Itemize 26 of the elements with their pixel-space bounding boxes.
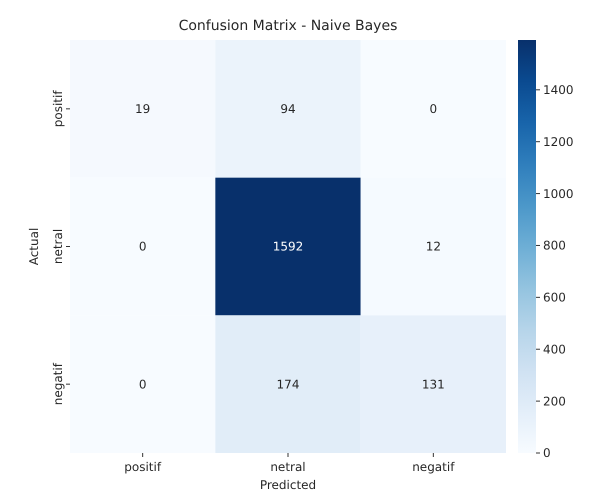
x-axis-title: Predicted xyxy=(260,478,316,492)
y-tick-label: positif xyxy=(51,90,65,128)
y-tick-label: netral xyxy=(51,228,65,264)
data-label: 0 xyxy=(138,377,146,392)
y-tick-label: negatif xyxy=(51,362,65,406)
color-bar-label: 400 xyxy=(543,342,566,356)
color-bar-label: 800 xyxy=(543,238,566,253)
data-label: 94 xyxy=(280,102,296,116)
data-label: 174 xyxy=(276,377,300,392)
x-tick-label: netral xyxy=(270,460,306,474)
data-label: 131 xyxy=(422,377,445,392)
chart-title: Confusion Matrix - Naive Bayes xyxy=(178,18,398,34)
data-label: 12 xyxy=(426,240,441,254)
color-bar-label: 200 xyxy=(543,394,566,408)
data-label: 0 xyxy=(138,240,146,254)
color-bar-label: 1400 xyxy=(543,83,574,98)
color-bar-label: 600 xyxy=(543,290,566,305)
data-label: 1592 xyxy=(272,240,304,254)
y-axis-title: Actual xyxy=(27,228,41,266)
color-bar-label: 1000 xyxy=(543,186,574,201)
data-label: 19 xyxy=(135,102,150,116)
x-tick-label: positif xyxy=(124,460,162,474)
x-tick-label: negatif xyxy=(412,460,456,474)
color-bar-label: 1200 xyxy=(543,134,574,149)
data-label: 0 xyxy=(430,102,438,116)
color-bar-label: 0 xyxy=(543,446,551,460)
